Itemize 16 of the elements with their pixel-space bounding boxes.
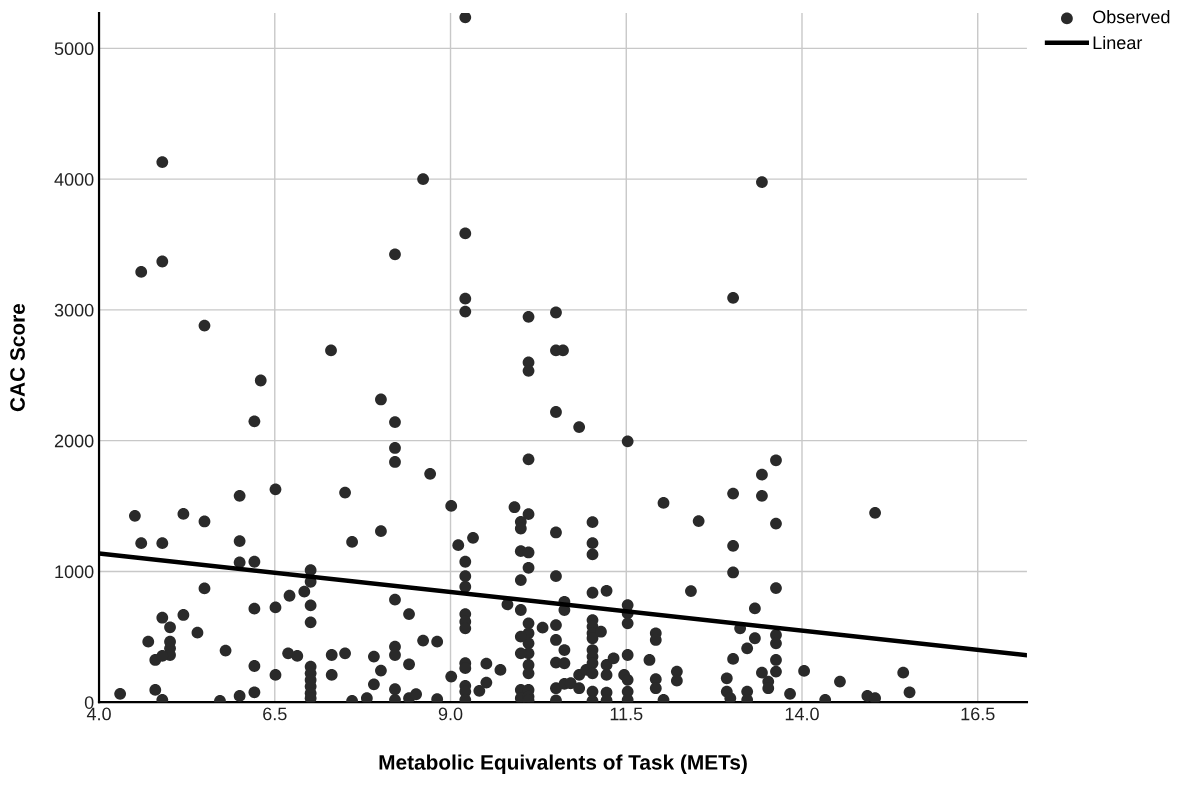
x-tick-label: 6.5 xyxy=(263,707,287,721)
x-tick-label: 4.0 xyxy=(86,707,111,721)
y-tick-label: 2000 xyxy=(54,434,94,448)
x-tick-label: 16.5 xyxy=(961,707,995,721)
y-tick-label: 5000 xyxy=(54,42,94,56)
y-tick-label: 0 xyxy=(84,696,94,709)
x-tick-label: 9.0 xyxy=(438,707,463,721)
y-axis-title: CAC Score xyxy=(10,303,25,412)
legend-label: Linear xyxy=(1093,35,1143,50)
legend-label: Observed xyxy=(1093,10,1170,24)
y-tick-label: 1000 xyxy=(55,565,94,579)
y-tick-label: 3000 xyxy=(54,303,94,317)
x-tick-label: 14.0 xyxy=(785,707,819,721)
x-tick-label: 11.5 xyxy=(610,707,643,721)
x-axis-title: Metabolic Equivalents of Task (METs) xyxy=(379,754,747,774)
y-tick-label: 4000 xyxy=(54,173,94,186)
